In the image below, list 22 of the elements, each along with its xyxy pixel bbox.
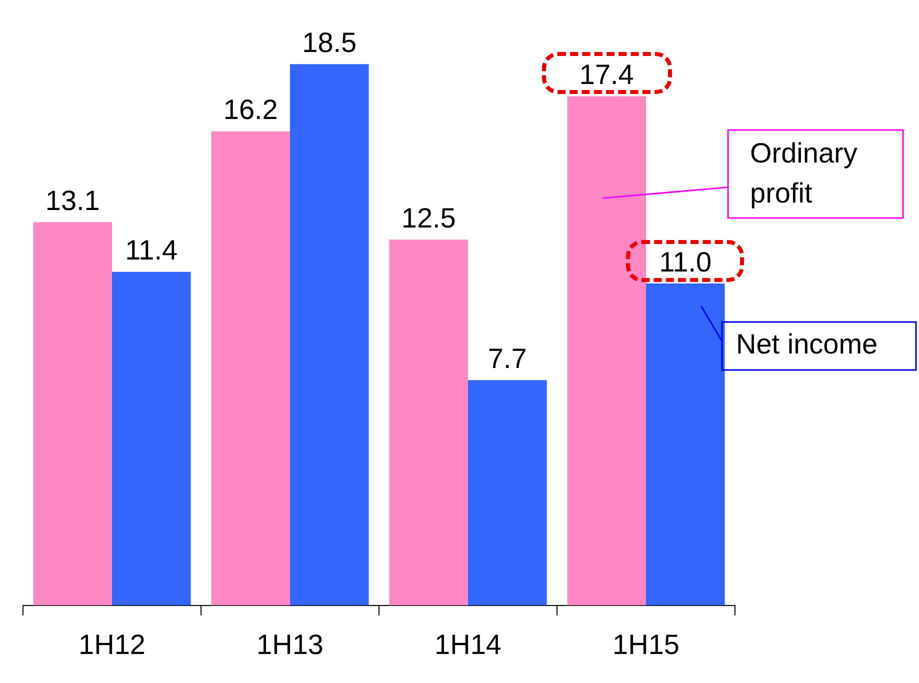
- bar: [468, 380, 547, 606]
- text: Ordinary profit: [750, 138, 858, 209]
- data-label: 16.2: [223, 94, 278, 126]
- bar: [112, 272, 191, 606]
- data-label: 11.4: [125, 234, 178, 266]
- x-tick-label: 1H13: [256, 628, 324, 660]
- x-tick-label: 1H12: [78, 628, 146, 660]
- data-label: 7.7: [488, 342, 527, 374]
- bar: [33, 222, 112, 606]
- data-label: 17.4: [579, 59, 634, 90]
- bar: [211, 131, 290, 606]
- bar: [646, 284, 725, 606]
- data-label: 11.0: [659, 246, 712, 278]
- bar: [290, 64, 369, 606]
- data-label: 18.5: [302, 26, 357, 58]
- x-tick-label: 1H14: [434, 628, 502, 660]
- x-tick-label: 1H15: [612, 628, 680, 660]
- bar: [389, 240, 468, 606]
- data-label: 13.1: [45, 184, 100, 216]
- bar: [567, 96, 646, 606]
- series-label: Net income: [736, 328, 878, 360]
- data-label: 12.5: [401, 202, 456, 234]
